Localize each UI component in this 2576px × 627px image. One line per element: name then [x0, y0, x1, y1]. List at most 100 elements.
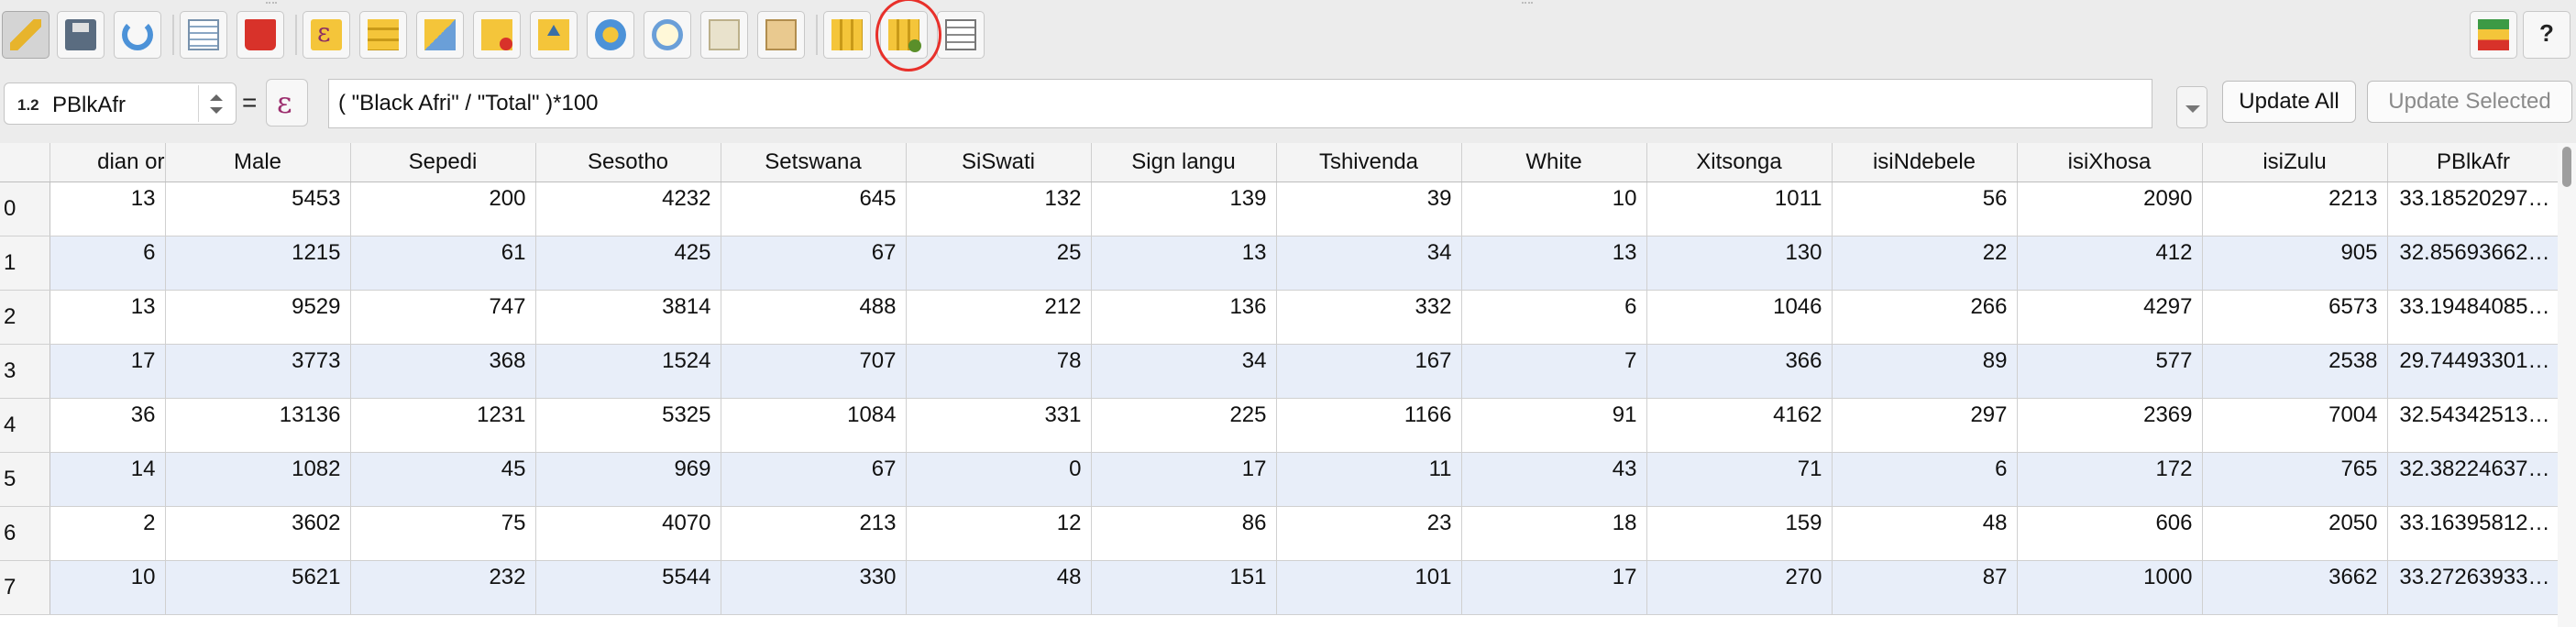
table-cell[interactable]: 330: [721, 560, 907, 615]
table-cell[interactable]: 132: [906, 182, 1092, 236]
table-cell[interactable]: 5453: [165, 182, 351, 236]
table-cell[interactable]: 13: [50, 290, 166, 345]
table-cell[interactable]: 2538: [2202, 344, 2388, 399]
column-header[interactable]: Setswana: [721, 143, 907, 182]
toggle-editing-button[interactable]: [2, 11, 50, 59]
table-cell[interactable]: 22: [1832, 236, 2018, 291]
column-header[interactable]: dian or: [50, 143, 166, 182]
column-header[interactable]: Tshivenda: [1276, 143, 1462, 182]
table-cell[interactable]: 1082: [165, 452, 351, 507]
chevron-down-icon[interactable]: [2176, 86, 2207, 128]
row-index[interactable]: 5: [0, 452, 50, 507]
save-edits-button[interactable]: [57, 11, 105, 59]
table-cell[interactable]: 2090: [2017, 182, 2203, 236]
table-cell[interactable]: 29.74493301…: [2387, 344, 2560, 399]
table-cell[interactable]: 3773: [165, 344, 351, 399]
table-cell[interactable]: 3662: [2202, 560, 2388, 615]
table-cell[interactable]: 14: [50, 452, 166, 507]
table-cell[interactable]: 39: [1276, 182, 1462, 236]
table-cell[interactable]: 707: [721, 344, 907, 399]
table-cell[interactable]: 4232: [535, 182, 721, 236]
pan-to-selection-button[interactable]: [587, 11, 634, 59]
new-field-button[interactable]: [823, 11, 871, 59]
table-cell[interactable]: 89: [1832, 344, 2018, 399]
table-cell[interactable]: 45: [350, 452, 536, 507]
table-cell[interactable]: 10: [50, 560, 166, 615]
table-cell[interactable]: 13: [1461, 236, 1647, 291]
table-cell[interactable]: 225: [1091, 398, 1277, 453]
table-cell[interactable]: 331: [906, 398, 1092, 453]
table-cell[interactable]: 212: [906, 290, 1092, 345]
select-by-expression-button[interactable]: [303, 11, 350, 59]
column-header[interactable]: SiSwati: [906, 143, 1092, 182]
table-cell[interactable]: 488: [721, 290, 907, 345]
reload-table-button[interactable]: [114, 11, 161, 59]
column-header[interactable]: isiNdebele: [1832, 143, 2018, 182]
table-cell[interactable]: 86: [1091, 506, 1277, 561]
table-cell[interactable]: 1524: [535, 344, 721, 399]
row-index[interactable]: 0: [0, 182, 50, 236]
field-select[interactable]: 1.2 PBlkAfr: [4, 82, 237, 125]
column-header[interactable]: PBlkAfr: [2387, 143, 2560, 182]
table-row[interactable]: 0 13 5453 200 4232 645 132 139 39 10 1011 56 2090 221…: [0, 182, 2560, 236]
table-cell[interactable]: 1084: [721, 398, 907, 453]
scrollbar-thumb[interactable]: [2562, 147, 2571, 187]
table-cell[interactable]: 32.54342513…: [2387, 398, 2560, 453]
table-cell[interactable]: 23: [1276, 506, 1462, 561]
table-cell[interactable]: 1000: [2017, 560, 2203, 615]
column-header[interactable]: White: [1461, 143, 1647, 182]
column-header[interactable]: Sign langu: [1091, 143, 1277, 182]
column-header[interactable]: Sesotho: [535, 143, 721, 182]
table-cell[interactable]: 33.27263933…: [2387, 560, 2560, 615]
table-cell[interactable]: 172: [2017, 452, 2203, 507]
expression-builder-button[interactable]: ε: [266, 79, 308, 126]
update-selected-button[interactable]: Update Selected: [2367, 81, 2572, 123]
table-cell[interactable]: 75: [350, 506, 536, 561]
table-cell[interactable]: 3814: [535, 290, 721, 345]
table-cell[interactable]: 71: [1646, 452, 1833, 507]
table-cell[interactable]: 2050: [2202, 506, 2388, 561]
table-cell[interactable]: 136: [1091, 290, 1277, 345]
vertical-scrollbar[interactable]: [2558, 143, 2576, 627]
table-cell[interactable]: 5544: [535, 560, 721, 615]
table-cell[interactable]: 13: [50, 182, 166, 236]
table-cell[interactable]: 17: [50, 344, 166, 399]
paste-rows-button[interactable]: [757, 11, 805, 59]
table-row[interactable]: 2 13 9529 747 3814 488 212 136 332 6 1046 266 4297 65…: [0, 290, 2560, 345]
column-header[interactable]: isiZulu: [2202, 143, 2388, 182]
table-cell[interactable]: 167: [1276, 344, 1462, 399]
table-cell[interactable]: 232: [350, 560, 536, 615]
table-cell[interactable]: 13136: [165, 398, 351, 453]
table-row[interactable]: 5 14 1082 45 969 67 0 17 11 43 71 6 172 765 32.3822463…: [0, 452, 2560, 507]
table-cell[interactable]: 6573: [2202, 290, 2388, 345]
table-cell[interactable]: 101: [1276, 560, 1462, 615]
table-cell[interactable]: 747: [350, 290, 536, 345]
table-cell[interactable]: 48: [906, 560, 1092, 615]
move-selection-to-top-button[interactable]: [530, 11, 578, 59]
deselect-all-button[interactable]: [473, 11, 521, 59]
table-cell[interactable]: 5325: [535, 398, 721, 453]
table-cell[interactable]: 6: [1461, 290, 1647, 345]
table-cell[interactable]: 0: [906, 452, 1092, 507]
row-index[interactable]: 1: [0, 236, 50, 291]
update-all-button[interactable]: Update All: [2222, 81, 2356, 123]
table-cell[interactable]: 91: [1461, 398, 1647, 453]
table-cell[interactable]: 1046: [1646, 290, 1833, 345]
table-cell[interactable]: 12: [906, 506, 1092, 561]
table-cell[interactable]: 130: [1646, 236, 1833, 291]
table-cell[interactable]: 969: [535, 452, 721, 507]
table-row[interactable]: 3 17 3773 368 1524 707 78 34 167 7 366 89 577 2538 29.…: [0, 344, 2560, 399]
table-cell[interactable]: 151: [1091, 560, 1277, 615]
table-cell[interactable]: 6: [50, 236, 166, 291]
table-cell[interactable]: 297: [1832, 398, 2018, 453]
table-cell[interactable]: 32.38224637…: [2387, 452, 2560, 507]
table-row[interactable]: 4 36 13136 1231 5325 1084 331 225 1166 91 4162 297 2…: [0, 398, 2560, 453]
column-header[interactable]: Xitsonga: [1646, 143, 1833, 182]
table-cell[interactable]: 765: [2202, 452, 2388, 507]
table-cell[interactable]: 67: [721, 236, 907, 291]
copy-rows-button[interactable]: [700, 11, 748, 59]
table-cell[interactable]: 1011: [1646, 182, 1833, 236]
table-cell[interactable]: 67: [721, 452, 907, 507]
table-cell[interactable]: 1231: [350, 398, 536, 453]
table-cell[interactable]: 3602: [165, 506, 351, 561]
